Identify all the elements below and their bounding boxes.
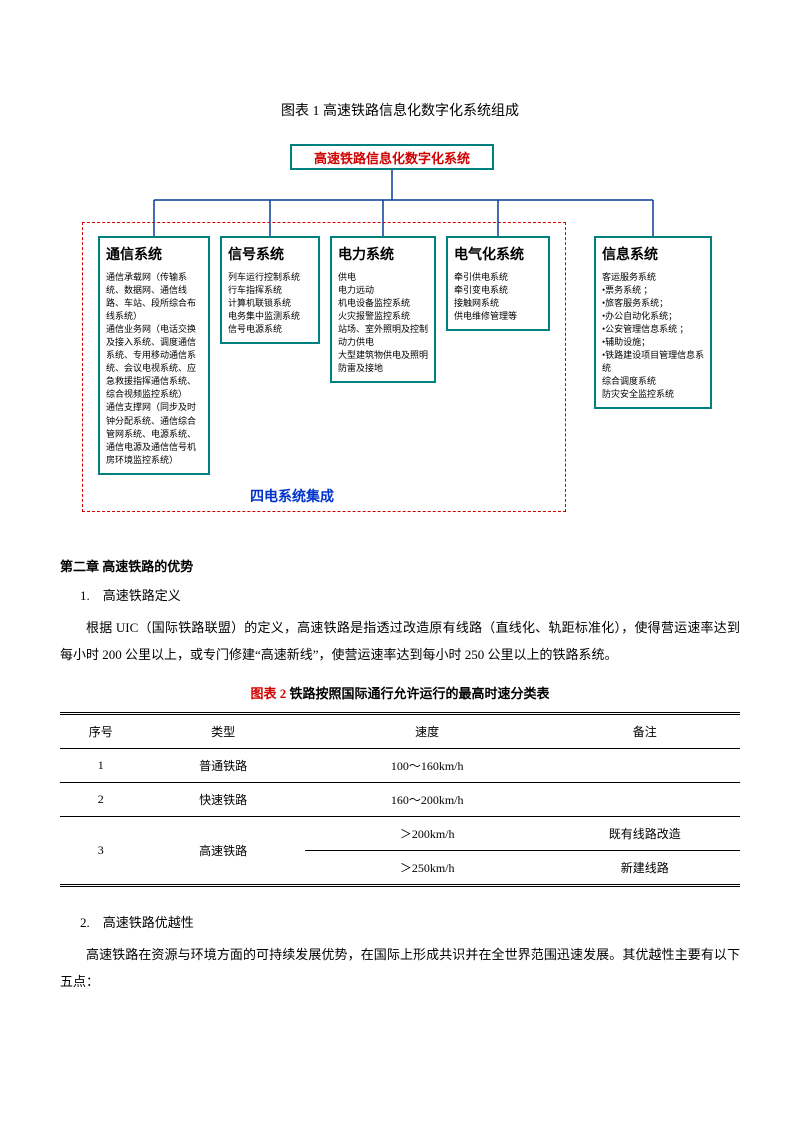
system-box: 信号系统列车运行控制系统行车指挥系统计算机联锁系统电务集中监测系统信号电源系统 bbox=[220, 236, 320, 344]
root-node: 高速铁路信息化数字化系统 bbox=[290, 144, 494, 170]
system-title: 通信系统 bbox=[106, 244, 204, 267]
chart2-title-rest: 铁路按照国际通行允许运行的最高时速分类表 bbox=[286, 686, 549, 701]
group-label-four-electric: 四电系统集成 bbox=[250, 486, 334, 506]
col-speed: 速度 bbox=[305, 713, 550, 748]
system-title: 电力系统 bbox=[338, 244, 430, 267]
system-items: 列车运行控制系统行车指挥系统计算机联锁系统电务集中监测系统信号电源系统 bbox=[228, 271, 314, 336]
system-title: 电气化系统 bbox=[454, 244, 544, 267]
section-2-2-number: 2. 高速铁路优越性 bbox=[80, 912, 740, 931]
system-box: 信息系统客运服务系统•票务系统 ；•旅客服务系统；•办公自动化系统；•公安管理信… bbox=[594, 236, 712, 409]
system-box: 通信系统通信承载网（传输系统、数据网、通信线路、车站、段所综合布线系统）通信业务… bbox=[98, 236, 210, 475]
table-row: 1普通铁路100～160km/h bbox=[60, 748, 740, 782]
speed-classification-table: 序号 类型 速度 备注 1普通铁路100～160km/h2快速铁路160～200… bbox=[60, 712, 740, 887]
table-body: 1普通铁路100～160km/h2快速铁路160～200km/h3高速铁路＞20… bbox=[60, 748, 740, 885]
diagram-container: 高速铁路信息化数字化系统 通信系统通信承载网（传输系统、数据网、通信线路、车站、… bbox=[60, 136, 740, 536]
table-row: 2快速铁路160～200km/h bbox=[60, 782, 740, 816]
col-type: 类型 bbox=[142, 713, 305, 748]
system-items: 客运服务系统•票务系统 ；•旅客服务系统；•办公自动化系统；•公安管理信息系统 … bbox=[602, 271, 706, 401]
system-box: 电气化系统牵引供电系统牵引变电系统接触网系统供电维修管理等 bbox=[446, 236, 550, 331]
advantage-paragraph: 高速铁路在资源与环境方面的可持续发展优势，在国际上形成共识并在全世界范围迅速发展… bbox=[60, 941, 740, 996]
chart2-title: 图表 2 铁路按照国际通行允许运行的最高时速分类表 bbox=[60, 683, 740, 702]
root-label: 高速铁路信息化数字化系统 bbox=[314, 151, 470, 166]
system-items: 牵引供电系统牵引变电系统接触网系统供电维修管理等 bbox=[454, 271, 544, 323]
section-2-1-number: 1. 高速铁路定义 bbox=[80, 585, 740, 604]
col-no: 序号 bbox=[60, 713, 142, 748]
table-header-row: 序号 类型 速度 备注 bbox=[60, 713, 740, 748]
col-note: 备注 bbox=[550, 713, 740, 748]
system-box: 电力系统供电电力远动机电设备监控系统火灾报警监控系统站场、室外照明及控制动力供电… bbox=[330, 236, 436, 383]
chart2-label: 图表 2 bbox=[250, 686, 286, 701]
table-row: 3高速铁路＞200km/h既有线路改造 bbox=[60, 816, 740, 850]
chapter2-heading: 第二章 高速铁路的优势 bbox=[60, 556, 740, 575]
system-title: 信号系统 bbox=[228, 244, 314, 267]
definition-paragraph: 根据 UIC（国际铁路联盟）的定义，高速铁路是指透过改造原有线路（直线化、轨距标… bbox=[60, 614, 740, 669]
system-items: 供电电力远动机电设备监控系统火灾报警监控系统站场、室外照明及控制动力供电大型建筑… bbox=[338, 271, 430, 375]
system-items: 通信承载网（传输系统、数据网、通信线路、车站、段所综合布线系统）通信业务网（电话… bbox=[106, 271, 204, 467]
system-title: 信息系统 bbox=[602, 244, 706, 267]
chart1-title: 图表 1 高速铁路信息化数字化系统组成 bbox=[60, 100, 740, 120]
